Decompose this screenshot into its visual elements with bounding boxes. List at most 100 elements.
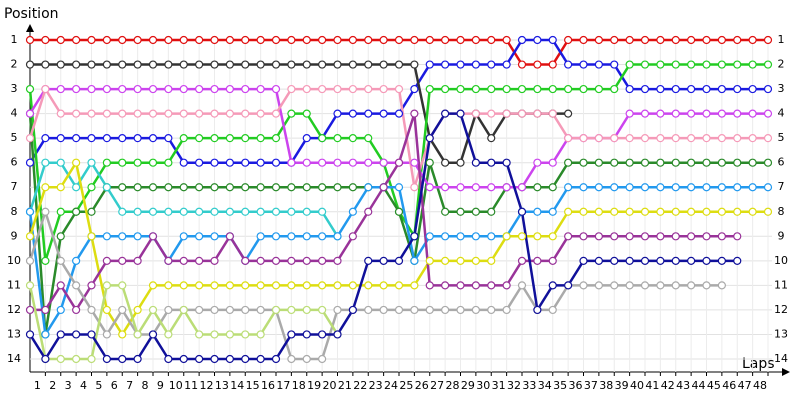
point (133, 134, 142, 143)
point (179, 84, 188, 94)
point (179, 207, 188, 216)
point (225, 109, 234, 118)
point (225, 134, 234, 143)
point (179, 183, 188, 192)
point (610, 134, 619, 143)
point (441, 84, 450, 94)
point (748, 84, 757, 94)
point (164, 330, 173, 339)
point (625, 256, 634, 265)
point (456, 84, 465, 94)
point (87, 305, 96, 315)
point (687, 109, 696, 118)
point (133, 183, 142, 192)
point (271, 35, 281, 45)
point (656, 35, 665, 45)
point (487, 232, 496, 241)
point (394, 305, 404, 315)
point (102, 330, 111, 339)
point (118, 35, 127, 45)
point (210, 256, 219, 265)
point (733, 207, 742, 216)
point (579, 60, 588, 69)
x-tick-label: 42 (661, 379, 675, 392)
point (102, 134, 111, 143)
point (625, 84, 634, 94)
point (487, 256, 496, 265)
point (425, 305, 434, 315)
point (164, 84, 173, 94)
point (517, 60, 527, 69)
point (671, 84, 680, 94)
point (487, 35, 496, 45)
x-tick-label: 39 (615, 379, 629, 392)
point (87, 60, 96, 69)
point (256, 330, 265, 339)
point (456, 35, 465, 45)
point (241, 35, 250, 45)
point (564, 158, 573, 167)
point (487, 134, 496, 143)
point (148, 84, 158, 94)
point (441, 207, 450, 216)
point (410, 109, 419, 118)
point (225, 60, 234, 69)
point (118, 183, 127, 192)
y-tick-label: 12 (7, 303, 21, 316)
point (394, 183, 404, 192)
point (271, 232, 281, 241)
series-line (28, 210, 722, 361)
point (379, 84, 388, 94)
point (425, 35, 434, 45)
y-tick-label-right: 14 (774, 352, 788, 365)
point (210, 207, 219, 216)
point (640, 60, 650, 69)
point (748, 134, 757, 143)
y-tick-label-right: 7 (778, 180, 785, 193)
point (348, 232, 357, 241)
point (640, 84, 650, 94)
x-tick-label: 18 (292, 379, 306, 392)
point (348, 281, 357, 290)
x-tick-label: 30 (476, 379, 490, 392)
point (118, 281, 127, 290)
point (502, 183, 511, 192)
point (441, 232, 450, 241)
point (318, 84, 327, 94)
point (56, 84, 65, 94)
point (640, 134, 650, 143)
point (425, 60, 434, 69)
point (656, 183, 665, 192)
point (533, 60, 542, 69)
point (41, 60, 50, 69)
point (72, 109, 81, 118)
x-tick-label: 28 (446, 379, 460, 392)
y-tick-label: 9 (11, 229, 18, 242)
point (717, 84, 726, 94)
point (456, 183, 465, 192)
x-tick-label: 31 (492, 379, 506, 392)
point (41, 84, 50, 94)
point (533, 232, 542, 241)
point (487, 158, 496, 167)
point (379, 158, 388, 167)
x-tick-label: 23 (369, 379, 383, 392)
point (302, 84, 311, 94)
x-tick-label: 37 (584, 379, 598, 392)
point (564, 207, 573, 216)
point (148, 281, 158, 290)
point (25, 158, 35, 167)
point (410, 60, 419, 69)
point (502, 232, 511, 241)
point (687, 60, 696, 69)
x-tick-label: 8 (142, 379, 149, 392)
point (548, 207, 557, 216)
point (625, 109, 634, 118)
point (733, 109, 742, 118)
point (87, 134, 96, 143)
point (625, 232, 634, 241)
point (364, 35, 373, 45)
point (72, 158, 81, 167)
point (533, 256, 542, 265)
point (533, 84, 542, 94)
